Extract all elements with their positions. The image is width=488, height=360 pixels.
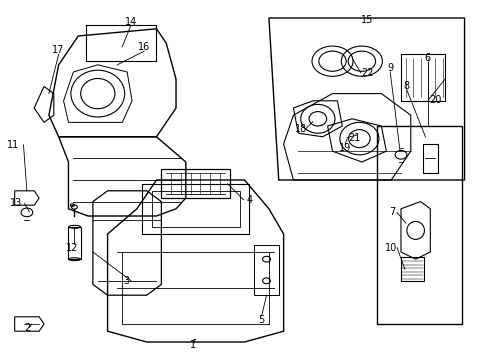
Bar [142,184,249,234]
Bar [68,227,81,259]
Text: 4: 4 [246,195,253,205]
Text: 9: 9 [386,63,392,73]
Text: 21: 21 [347,132,360,143]
Bar [400,54,444,101]
Text: 1: 1 [190,340,196,350]
Text: 13: 13 [10,198,22,208]
Text: 3: 3 [123,276,129,286]
Text: 19: 19 [338,143,351,153]
Text: 20: 20 [428,95,441,105]
Text: 2: 2 [24,323,30,333]
Bar [254,245,278,295]
Text: 6: 6 [424,53,430,63]
Bar [376,126,461,324]
Text: 14: 14 [124,17,137,27]
Text: 10: 10 [384,243,397,253]
Text: 15: 15 [360,15,372,25]
Text: 8: 8 [403,81,409,91]
Text: 7: 7 [388,207,394,217]
Bar [151,191,239,227]
Text: 12: 12 [66,243,79,253]
Text: 16: 16 [138,42,150,52]
Bar [400,257,424,281]
Text: 11: 11 [7,140,20,150]
Text: 5: 5 [258,315,264,325]
Text: 22: 22 [360,68,373,78]
Text: 18: 18 [294,124,306,134]
Text: 17: 17 [51,45,64,55]
